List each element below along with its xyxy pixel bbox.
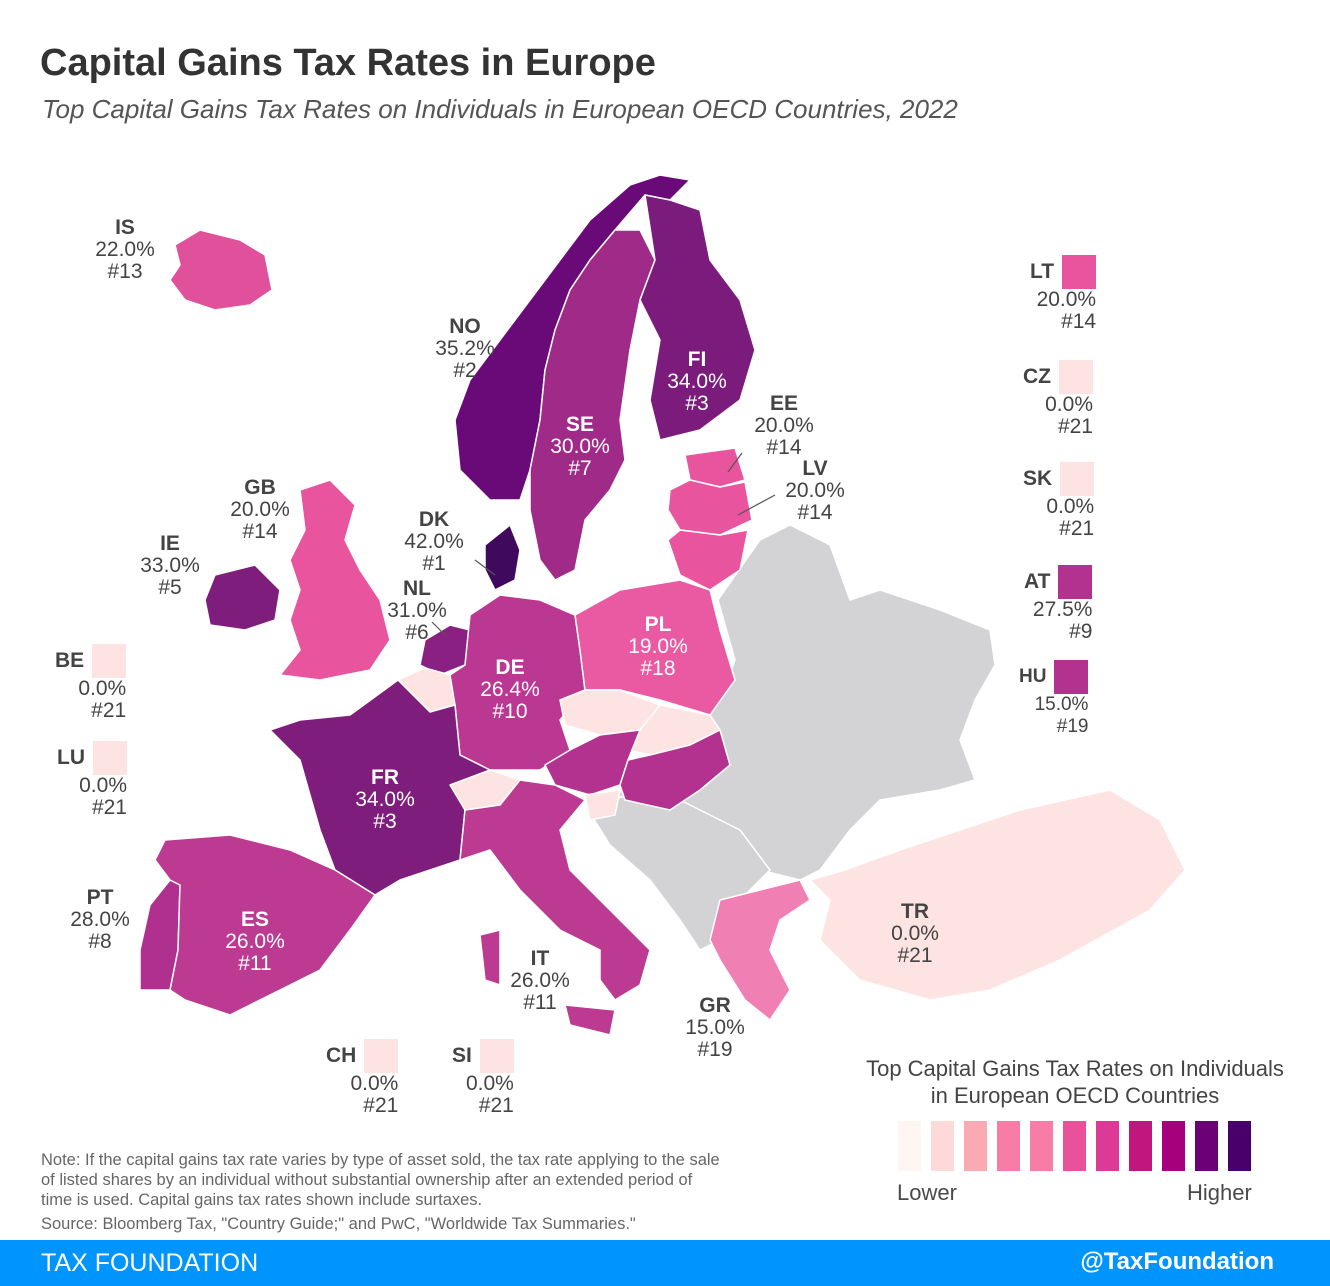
- legend-swatch-2: [964, 1121, 987, 1171]
- legend-swatch-8: [1162, 1121, 1185, 1171]
- country-ES: [154, 834, 376, 1016]
- country-EE: [684, 447, 746, 488]
- country-SI: [584, 789, 621, 821]
- footer-bar: TAX FOUNDATION @TaxFoundation: [0, 1240, 1330, 1286]
- legend-swatch-4: [1030, 1121, 1053, 1171]
- label-IT: IT 26.0% #11: [510, 947, 570, 1014]
- leader-NL: [431, 621, 446, 636]
- swatch-CZ: [1059, 360, 1093, 394]
- legend-swatch-6: [1096, 1121, 1119, 1171]
- callout-SK: SK 0.0% #21: [1023, 462, 1095, 540]
- swatch-HU: [1054, 660, 1089, 694]
- callout-BE: BE 0.0% #21: [55, 644, 127, 722]
- legend-high-label: Higher: [1187, 1180, 1252, 1205]
- swatch-SK: [1060, 462, 1095, 496]
- legend-swatch-5: [1063, 1121, 1086, 1171]
- leader-EE: [727, 452, 743, 473]
- country-FI: [639, 194, 756, 441]
- callout-LU: LU 0.0% #21: [57, 741, 127, 819]
- country-NO: [454, 174, 691, 501]
- label-PL: PL 19.0% #18: [628, 613, 688, 680]
- leader-DK: [474, 559, 496, 576]
- label-IS: IS 22.0% #13: [95, 216, 155, 283]
- label-ES: ES 26.0% #11: [225, 908, 285, 975]
- label-PT: PT 28.0% #8: [70, 886, 130, 953]
- source-text: Source: Bloomberg Tax, "Country Guide;" …: [41, 1215, 636, 1233]
- label-LV: LV 20.0% #14: [785, 457, 845, 524]
- label-SE: SE 30.0% #7: [550, 413, 610, 480]
- swatch-BE: [92, 644, 127, 678]
- country-IT: [459, 779, 651, 1036]
- leader-LV: [737, 494, 776, 516]
- page-title: Capital Gains Tax Rates in Europe: [40, 42, 656, 84]
- country-GR: [709, 879, 811, 1021]
- label-NL: NL 31.0% #6: [387, 577, 447, 644]
- legend-swatch-0: [898, 1121, 921, 1171]
- country-HU: [619, 729, 731, 811]
- callout-AT: AT 27.5% #9: [1024, 565, 1093, 643]
- note-text: Note: If the capital gains tax rate vari…: [41, 1151, 720, 1209]
- legend-swatch-1: [931, 1121, 954, 1171]
- swatch-LT: [1062, 255, 1097, 289]
- footer-brand: TAX FOUNDATION: [41, 1249, 259, 1277]
- legend-color-scale: [898, 1121, 1251, 1171]
- callout-HU: HU 15.0% #19: [1019, 660, 1089, 738]
- swatch-SI: [479, 1039, 514, 1073]
- callout-CH: CH 0.0% #21: [326, 1039, 399, 1117]
- country-PL: [574, 579, 736, 716]
- callout-LT: LT 20.0% #14: [1030, 255, 1097, 333]
- label-NO: NO 35.2% #2: [435, 315, 495, 382]
- legend-title: Top Capital Gains Tax Rates on Individua…: [866, 1056, 1284, 1108]
- callout-SI: SI 0.0% #21: [452, 1039, 514, 1117]
- country-LV: [667, 479, 753, 536]
- label-FR: FR 34.0% #3: [355, 766, 415, 833]
- country-IS: [169, 229, 273, 311]
- country-DK: [484, 524, 521, 591]
- label-FI: FI 34.0% #3: [667, 348, 727, 415]
- legend-swatch-10: [1228, 1121, 1251, 1171]
- country-IE: [204, 564, 281, 631]
- country-GB: [279, 479, 391, 681]
- label-IE: IE 33.0% #5: [140, 532, 200, 599]
- legend-swatch-9: [1195, 1121, 1218, 1171]
- label-GB: GB 20.0% #14: [230, 476, 290, 543]
- page-subtitle: Top Capital Gains Tax Rates on Individua…: [42, 94, 958, 124]
- legend-swatch-3: [997, 1121, 1020, 1171]
- swatch-LU: [93, 741, 127, 775]
- swatch-AT: [1058, 565, 1093, 599]
- label-DE: DE 26.4% #10: [480, 656, 540, 723]
- footer-handle[interactable]: @TaxFoundation: [1080, 1248, 1274, 1275]
- swatch-CH: [364, 1039, 399, 1073]
- callout-CZ: CZ 0.0% #21: [1023, 360, 1093, 438]
- label-DK: DK 42.0% #1: [404, 508, 464, 575]
- country-LT: [667, 529, 749, 591]
- label-GR: GR 15.0% #19: [685, 994, 745, 1061]
- legend-swatch-7: [1129, 1121, 1152, 1171]
- country-SE: [529, 229, 656, 581]
- legend-low-label: Lower: [897, 1180, 957, 1205]
- label-EE: EE 20.0% #14: [754, 392, 814, 459]
- europe-map: [139, 174, 1186, 1036]
- label-TR: TR 0.0% #21: [891, 900, 939, 967]
- country-TR: [809, 789, 1186, 1001]
